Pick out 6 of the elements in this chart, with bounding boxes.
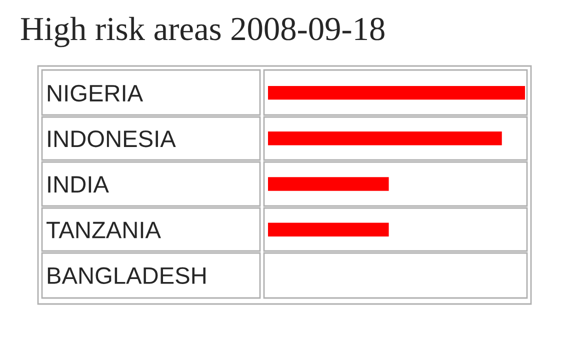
- y-tick-label: INDONESIA: [48, 130, 176, 148]
- y-tick-label: INDIA: [48, 176, 109, 193]
- y-tick-label: NIGERIA: [48, 84, 144, 102]
- y-tick-label: TANZANIA: [46, 222, 161, 238]
- chart-title: High risk areas 2008-09-18: [20, 16, 384, 48]
- y-tick-label: BANGLADESH: [48, 267, 206, 284]
